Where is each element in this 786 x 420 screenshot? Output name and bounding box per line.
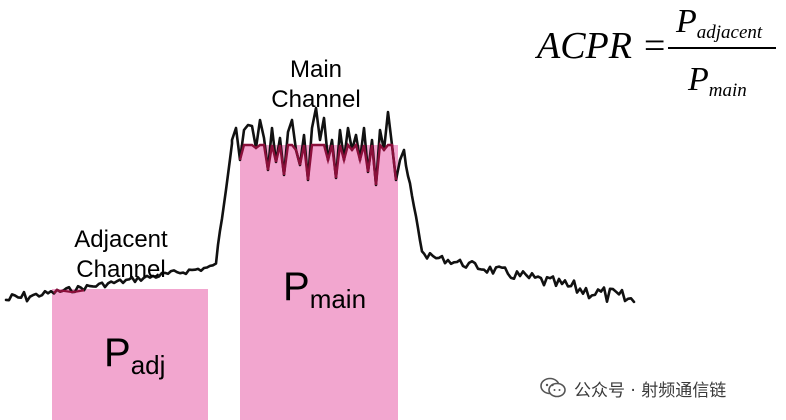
spectrum-adj-overlap	[53, 288, 85, 295]
watermark: 公众号 · 射频通信链	[534, 371, 733, 405]
spectrum-main-overlap	[238, 141, 398, 186]
p-main-box	[240, 145, 398, 420]
p-adj-box	[52, 289, 208, 420]
adjacent-channel-label-line1: Adjacent	[74, 226, 168, 253]
main-channel-label-line2: Channel	[271, 86, 360, 113]
watermark-text: 公众号 · 射频通信链	[574, 380, 727, 401]
spectrum-trace	[4, 106, 636, 304]
acpr-formula: ACPR = Padjacent Pmain	[534, 3, 776, 101]
adjacent-channel-label-line2: Channel	[76, 256, 165, 283]
formula-lhs: ACPR =	[534, 25, 667, 67]
formula-denominator: Pmain	[687, 61, 747, 101]
formula-numerator: Padjacent	[675, 3, 763, 43]
p-main-label: Pmain	[283, 265, 366, 314]
main-channel-label-line1: Main	[290, 56, 342, 83]
p-adj-label: Padj	[104, 331, 165, 380]
wechat-icon	[540, 377, 566, 398]
